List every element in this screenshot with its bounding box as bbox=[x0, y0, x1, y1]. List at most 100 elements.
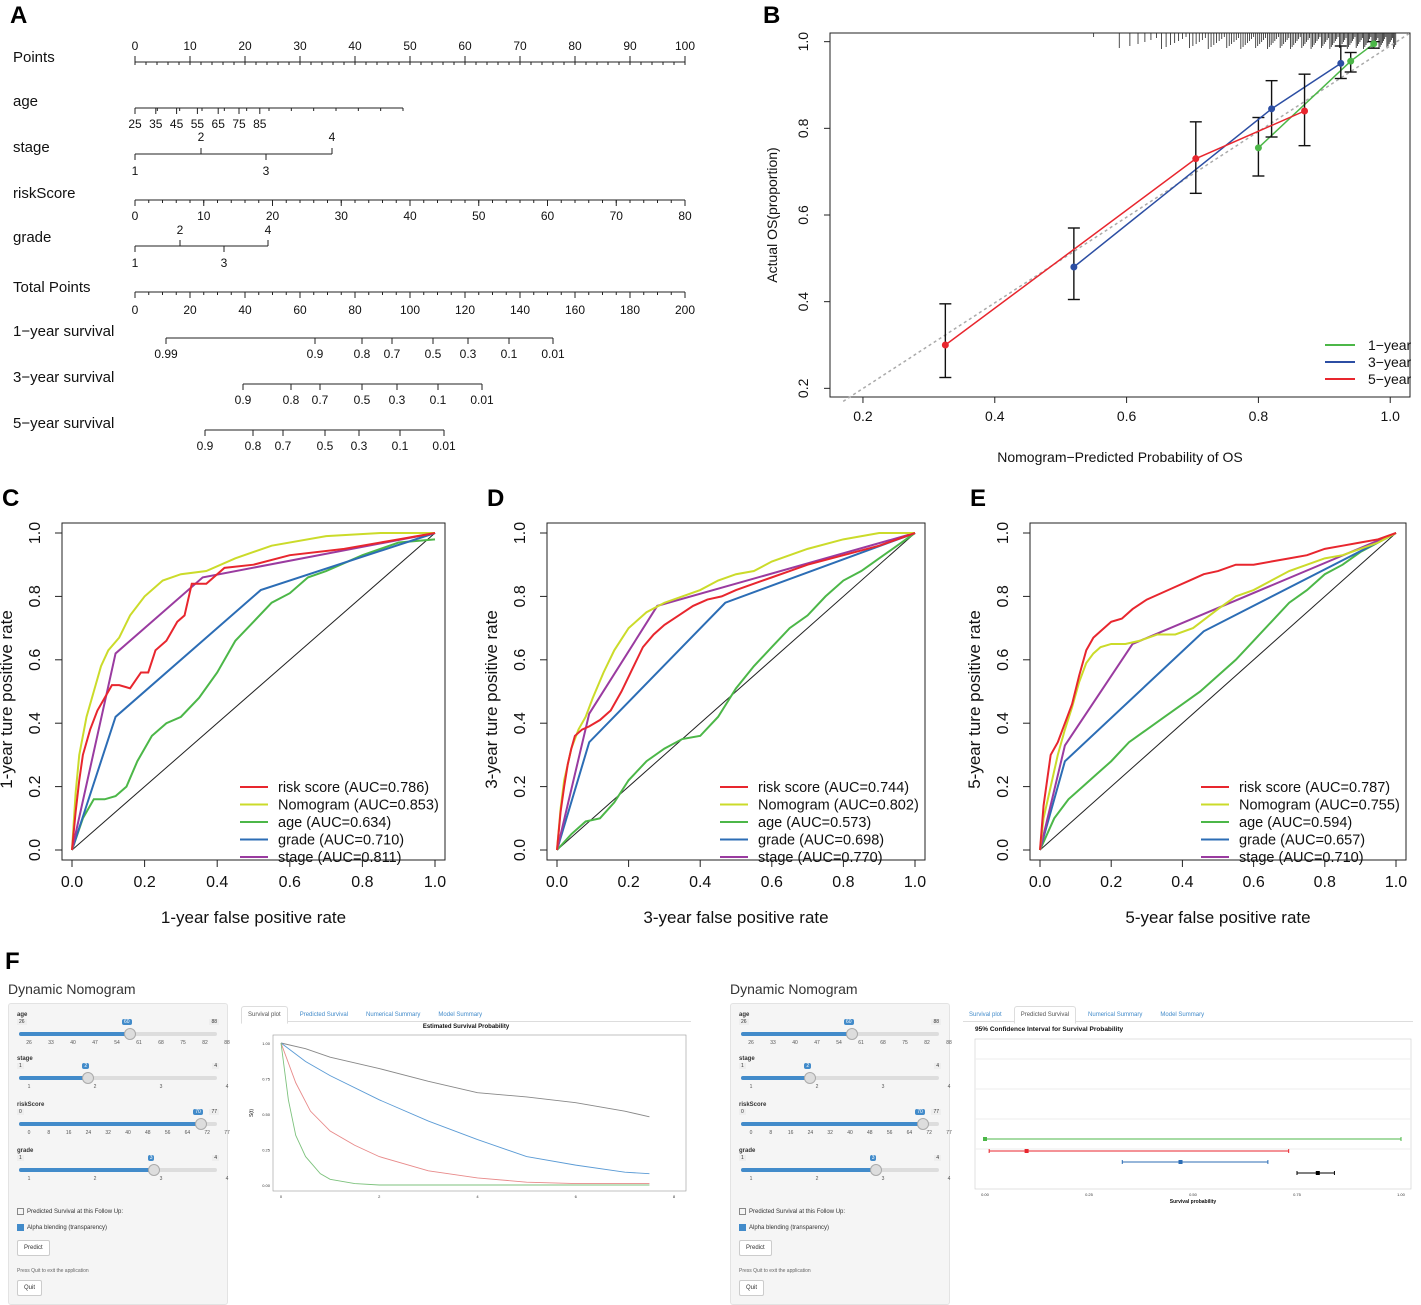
grade-fill bbox=[741, 1168, 874, 1172]
x-tick-label: 0.2 bbox=[617, 874, 639, 891]
y-tick-label: 1.00 bbox=[262, 1041, 271, 1046]
tab-numerical-summary[interactable]: Numerical Summary bbox=[366, 1012, 421, 1018]
age-slider[interactable]: 26 88 60 26 33 40 47 54 61 68 75 82 88 bbox=[739, 1019, 952, 1046]
points-tick-label: 80 bbox=[568, 39, 582, 53]
plot-frame bbox=[1029, 522, 1407, 861]
riskscore-slider[interactable]: 0 77 70 0 8 16 24 32 40 48 56 64 72 77 bbox=[17, 1109, 230, 1136]
slider-tick-label: 16 bbox=[65, 1130, 72, 1136]
age-handle[interactable] bbox=[123, 1028, 136, 1040]
roc-curve bbox=[556, 532, 916, 851]
riskscore-min: 0 bbox=[739, 1109, 746, 1115]
slider-tick-label: 40 bbox=[847, 1130, 853, 1136]
y-axis-title: 1-year ture positive rate bbox=[0, 610, 16, 789]
age-tick-label: 25 bbox=[128, 117, 142, 131]
age-min: 26 bbox=[17, 1019, 27, 1025]
followup-checkbox[interactable]: Predicted Survival at this Follow Up: bbox=[17, 1208, 123, 1215]
checkbox-box[interactable] bbox=[17, 1224, 24, 1231]
checkbox-box[interactable] bbox=[739, 1208, 746, 1215]
roc-curve bbox=[1039, 532, 1397, 851]
tab-predicted-survival[interactable]: Predicted Survival bbox=[1013, 1006, 1077, 1024]
riskscore-tick-label: 30 bbox=[335, 209, 349, 223]
grade-value: 3 bbox=[147, 1155, 155, 1161]
surv3-tick-label: 0.1 bbox=[430, 393, 447, 407]
riskscore-max: 77 bbox=[209, 1109, 219, 1115]
tab-model-summary[interactable]: Model Summary bbox=[438, 1012, 483, 1018]
y-tick-label: 1.0 bbox=[795, 32, 811, 52]
diagonal-line bbox=[71, 532, 436, 851]
stage-min: 1 bbox=[739, 1063, 746, 1069]
total-points-tick-label: 160 bbox=[565, 303, 585, 317]
slider-tick-label: 33 bbox=[770, 1040, 776, 1046]
checkbox-box[interactable] bbox=[739, 1224, 746, 1231]
y-tick-label: 0.0 bbox=[27, 839, 44, 861]
y-tick-label: 0.50 bbox=[262, 1112, 271, 1117]
riskscore-label: riskScore bbox=[739, 1102, 767, 1108]
panel-label-f: F bbox=[5, 948, 20, 975]
slider-tick-label: 26 bbox=[748, 1040, 754, 1046]
calibration-point bbox=[1337, 59, 1345, 67]
y-tick-label: 1.0 bbox=[995, 522, 1012, 544]
roc-curve bbox=[71, 532, 436, 851]
ci-point bbox=[1024, 1149, 1029, 1153]
tab-numerical-summary[interactable]: Numerical Summary bbox=[1088, 1012, 1143, 1018]
checkbox-box[interactable] bbox=[17, 1208, 24, 1215]
riskscore-tick-label: 10 bbox=[197, 209, 211, 223]
stage-slider[interactable]: 1 4 2 1 2 3 4 bbox=[739, 1063, 950, 1090]
x-tick-label: 0.8 bbox=[1314, 874, 1336, 891]
points-tick-label: 50 bbox=[403, 39, 417, 53]
points-tick-label: 40 bbox=[348, 39, 362, 53]
riskscore-slider[interactable]: 0 77 70 0 8 16 24 32 40 48 56 64 72 77 bbox=[739, 1109, 952, 1136]
slider-tick-label: 75 bbox=[902, 1040, 908, 1046]
alpha-checkbox[interactable]: Alpha blending (transparency) bbox=[17, 1224, 107, 1231]
stage-handle[interactable] bbox=[82, 1072, 95, 1084]
stage-label: stage bbox=[739, 1056, 755, 1062]
grade-handle[interactable] bbox=[869, 1164, 882, 1176]
slider-tick-label: 2 bbox=[93, 1084, 97, 1090]
alpha-checkbox[interactable]: Alpha blending (transparency) bbox=[739, 1224, 829, 1231]
grade-slider[interactable]: 1 4 3 1 2 3 4 bbox=[17, 1155, 228, 1182]
grade-tick-label: 1 bbox=[132, 256, 139, 270]
total-points-tick-label: 60 bbox=[293, 303, 307, 317]
grade-handle[interactable] bbox=[147, 1164, 160, 1176]
age-tick-label: 45 bbox=[170, 117, 184, 131]
grade-slider[interactable]: 1 4 3 1 2 3 4 bbox=[739, 1155, 950, 1182]
slider-tick-label: 72 bbox=[926, 1130, 932, 1136]
row-label: age bbox=[13, 93, 38, 110]
stage-tick-label: 1 bbox=[132, 164, 139, 178]
surv3-tick-label: 0.7 bbox=[312, 393, 329, 407]
slider-tick-label: 1 bbox=[27, 1084, 31, 1090]
stage-value: 2 bbox=[804, 1063, 812, 1069]
grade-tick-label: 2 bbox=[177, 223, 184, 237]
slider-tick-label: 24 bbox=[807, 1130, 814, 1136]
x-axis-title: 3-year false positive rate bbox=[643, 908, 828, 927]
tab-predicted-survival[interactable]: Predicted Survival bbox=[299, 1012, 349, 1018]
quit-button[interactable]: Quit bbox=[17, 1280, 43, 1296]
y-tick-label: 0.75 bbox=[262, 1077, 271, 1082]
x-tick-label: 4 bbox=[476, 1194, 479, 1199]
slider-tick-label: 32 bbox=[827, 1130, 833, 1136]
points-tick-label: 60 bbox=[458, 39, 472, 53]
quit-button[interactable]: Quit bbox=[739, 1280, 765, 1296]
predict-button[interactable]: Predict bbox=[739, 1240, 772, 1256]
slider-tick-label: 26 bbox=[26, 1040, 32, 1046]
riskscore-handle[interactable] bbox=[917, 1118, 930, 1130]
tab-bar: Survival plot Predicted Survival Numerical… bbox=[241, 1003, 691, 1024]
age-handle[interactable] bbox=[845, 1028, 858, 1040]
x-tick-label: 0.4 bbox=[985, 408, 1005, 424]
tab-model-summary[interactable]: Model Summary bbox=[1160, 1012, 1205, 1018]
age-slider[interactable]: 26 88 60 26 33 40 47 54 61 68 75 82 88 bbox=[17, 1019, 230, 1046]
tab-survival-plot[interactable]: Survival plot bbox=[241, 1006, 288, 1024]
riskscore-handle[interactable] bbox=[195, 1118, 208, 1130]
stage-handle[interactable] bbox=[804, 1072, 817, 1084]
tab-survival-plot[interactable]: Survival plot bbox=[969, 1012, 1002, 1018]
predict-button[interactable]: Predict bbox=[17, 1240, 50, 1256]
legend-label: 3−year bbox=[1368, 354, 1412, 370]
stage-slider[interactable]: 1 4 2 1 2 3 4 bbox=[17, 1063, 228, 1090]
legend-label: Nomogram (AUC=0.853) bbox=[278, 798, 439, 814]
x-tick-label: 0.4 bbox=[1171, 874, 1193, 891]
surv5-tick-label: 0.8 bbox=[245, 439, 262, 453]
age-label: age bbox=[17, 1012, 28, 1018]
followup-checkbox[interactable]: Predicted Survival at this Follow Up: bbox=[739, 1208, 845, 1215]
x-tick-label: 0.0 bbox=[61, 874, 83, 891]
row-label: stage bbox=[13, 139, 50, 156]
